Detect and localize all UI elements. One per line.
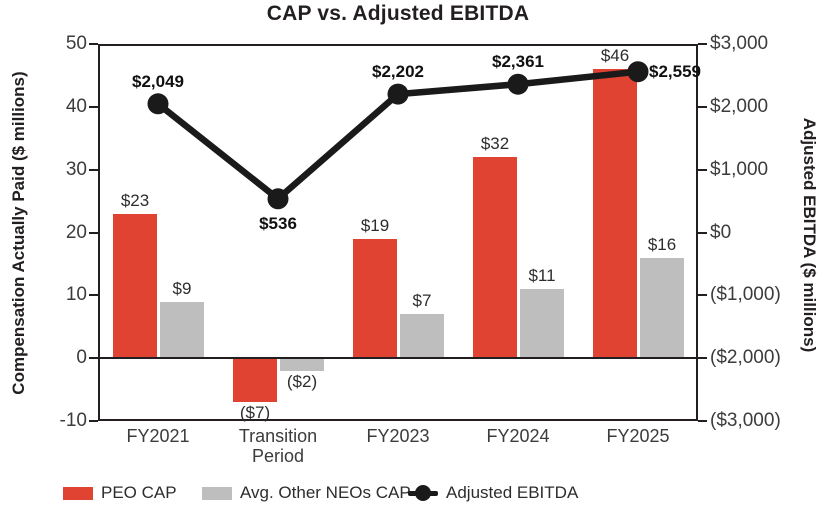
peo-cap-bar [233,358,277,403]
left-axis-tick [89,105,98,108]
left-axis-tick [89,231,98,234]
right-axis-tick [698,105,707,108]
legend-label-adjusted-ebitda: Adjusted EBITDA [446,483,579,502]
left-axis-tick-label: 0 [76,347,87,369]
bar-value-label: ($7) [239,403,271,423]
avg-neo-cap-bar [520,289,564,359]
x-axis-label: FY2024 [486,426,550,446]
bar-value-label: $32 [480,134,510,154]
avg-neo-cap-bar [400,314,444,359]
left-axis-tick-label: 50 [65,33,87,54]
x-axis-label: Transition Period [238,426,318,466]
bar-value-label: $11 [528,266,556,286]
bar-value-label: ($2) [286,371,318,391]
ebitda-value-label: $2,559 [649,61,701,81]
left-axis-tick-label: -10 [59,410,87,431]
bar-value-label: $46 [600,46,630,66]
left-axis-tick [89,43,98,45]
ebitda-line-symbol-icon [408,490,438,496]
zero-baseline [98,357,698,360]
right-axis-tick-label: $0 [710,221,732,243]
legend-item-peo-cap: PEO CAP [63,482,177,504]
legend-item-avg-neos-cap: Avg. Other NEOs CAP [202,482,411,504]
ebitda-value-label: $2,202 [372,62,424,82]
right-axis-tick-label: $3,000 [710,33,769,54]
bar-value-label: $16 [647,234,677,254]
avg-neo-cap-bar [280,358,324,371]
avg-neos-cap-swatch-icon [202,486,232,500]
legend-label-avg-neos-cap: Avg. Other NEOs CAP [240,483,411,502]
ebitda-value-label: $2,049 [132,71,184,91]
bar-value-label: $19 [360,215,390,235]
plot-area [98,44,698,421]
left-axis-tick-label: 10 [65,284,87,306]
peo-cap-bar [353,238,397,359]
left-axis-tick-label: 30 [65,158,87,180]
right-axis-tick-label: $2,000 [710,95,769,117]
legend-item-adjusted-ebitda: Adjusted EBITDA [408,482,578,504]
bar-value-label: $9 [172,278,192,298]
bar-value-label: $7 [412,291,432,311]
peo-cap-swatch-icon [63,486,93,500]
peo-cap-bar [113,213,157,359]
bar-value-label: $23 [120,190,150,210]
left-axis-tick [89,168,98,171]
avg-neo-cap-bar [160,301,204,359]
ebitda-value-label: $536 [259,213,297,233]
left-axis-tick [89,294,98,297]
chart-title: CAP vs. Adjusted EBITDA [266,2,530,25]
peo-cap-bar [473,157,517,359]
left-axis-tick [89,357,98,360]
legend-label-peo-cap: PEO CAP [101,483,177,502]
x-axis-label: FY2021 [126,426,190,446]
right-axis-tick-label: ($3,000) [710,410,781,431]
left-axis-tick-label: 20 [65,221,87,243]
right-axis-tick [698,357,707,360]
right-axis-tick [698,168,707,171]
x-axis-label: FY2025 [606,426,670,446]
right-axis-tick [698,231,707,234]
right-axis-tick [698,43,707,45]
left-axis-tick-label: 40 [65,95,87,117]
right-axis-tick [698,294,707,297]
peo-cap-bar [593,69,637,359]
right-axis-tick [698,420,707,422]
x-axis-label: FY2023 [366,426,430,446]
left-axis-tick [89,420,98,422]
right-axis-tick-label: $1,000 [710,158,769,180]
right-axis-tick-label: ($1,000) [710,284,781,306]
ebitda-value-label: $2,361 [492,52,544,72]
avg-neo-cap-bar [640,257,684,359]
right-axis-tick-label: ($2,000) [710,347,781,369]
